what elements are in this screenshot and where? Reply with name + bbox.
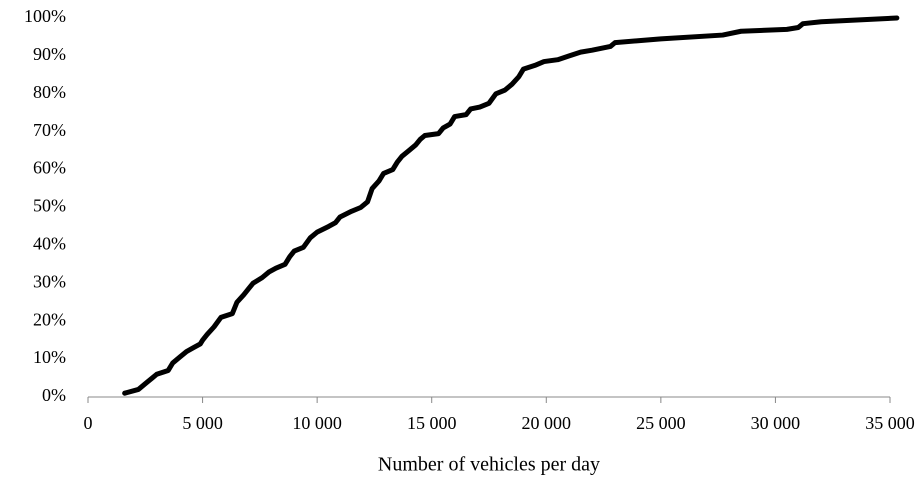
x-tick-label: 30 000 — [751, 413, 801, 433]
y-tick-label: 70% — [33, 120, 66, 140]
y-tick-label: 20% — [33, 309, 66, 329]
y-tick-label: 50% — [33, 196, 66, 216]
y-tick-label: 100% — [24, 6, 66, 26]
y-tick-label: 60% — [33, 158, 66, 178]
x-tick-label: 10 000 — [292, 413, 342, 433]
x-tick-label: 20 000 — [522, 413, 572, 433]
x-tick-label: 15 000 — [407, 413, 457, 433]
y-tick-label: 10% — [33, 347, 66, 367]
x-tick-label: 25 000 — [636, 413, 686, 433]
y-tick-label: 90% — [33, 44, 66, 64]
x-tick-label: 5 000 — [182, 413, 223, 433]
x-tick-label: 0 — [84, 413, 93, 433]
cumulative-line — [122, 15, 900, 396]
x-axis-title: Number of vehicles per day — [378, 454, 600, 476]
y-tick-label: 30% — [33, 271, 66, 291]
x-tick-label: 35 000 — [865, 413, 915, 433]
y-tick-label: 0% — [42, 385, 66, 405]
y-tick-label: 80% — [33, 82, 66, 102]
y-tick-label: 40% — [33, 234, 66, 254]
